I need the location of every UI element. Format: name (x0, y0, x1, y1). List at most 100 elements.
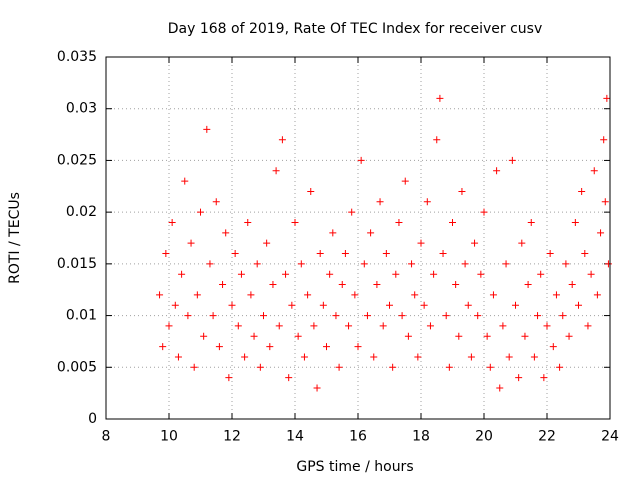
data-point (452, 281, 460, 289)
data-point (187, 239, 195, 247)
y-tick-label: 0.03 (66, 101, 97, 117)
data-point (436, 94, 444, 102)
plot-frame (105, 56, 611, 420)
data-point (307, 187, 315, 195)
data-point (215, 343, 223, 351)
x-tick-label: 16 (349, 429, 367, 445)
data-point (373, 281, 381, 289)
data-point (420, 301, 428, 309)
data-point (439, 250, 447, 258)
data-point (357, 156, 365, 164)
data-point (601, 198, 609, 206)
data-point (278, 136, 286, 144)
data-point (285, 374, 293, 382)
data-point (493, 167, 501, 175)
data-point (534, 312, 542, 320)
data-point (593, 291, 601, 299)
data-point (234, 322, 242, 330)
data-point (552, 291, 560, 299)
data-point (549, 343, 557, 351)
data-point (247, 291, 255, 299)
data-point (212, 198, 220, 206)
grid-lines (106, 57, 610, 419)
data-point (275, 322, 283, 330)
data-point (294, 332, 302, 340)
data-point (571, 218, 579, 226)
data-point (537, 270, 545, 278)
data-point (389, 363, 397, 371)
data-point (272, 167, 280, 175)
data-point (231, 250, 239, 258)
data-point (578, 187, 586, 195)
x-axis-label: GPS time / hours (296, 459, 413, 475)
data-point (386, 301, 393, 309)
x-tick-label: 12 (223, 429, 241, 445)
data-point (159, 343, 167, 351)
data-point (288, 301, 296, 309)
data-point (300, 353, 308, 361)
data-point (474, 312, 482, 320)
data-point (266, 343, 274, 351)
data-point (291, 218, 299, 226)
data-point (499, 322, 507, 330)
data-point (206, 260, 214, 268)
data-point (171, 301, 179, 309)
data-point (282, 270, 290, 278)
data-point (260, 312, 267, 320)
data-point (190, 363, 198, 371)
data-point (345, 322, 353, 330)
data-point (222, 229, 230, 237)
y-axis-label: ROTI / TECUs (7, 192, 23, 284)
data-point (165, 322, 173, 330)
data-point (181, 177, 189, 185)
x-tick-label: 22 (538, 429, 556, 445)
data-point (250, 332, 258, 340)
data-point (480, 208, 488, 216)
data-point (442, 312, 450, 320)
data-point (587, 270, 595, 278)
data-point (426, 322, 434, 330)
data-point (505, 353, 513, 361)
data-point (244, 218, 252, 226)
data-point (483, 332, 491, 340)
data-points (156, 94, 612, 392)
data-point (168, 218, 176, 226)
data-point (323, 343, 330, 351)
data-point (423, 198, 431, 206)
x-tick-label: 24 (601, 429, 619, 445)
data-point (363, 312, 371, 320)
data-point (178, 270, 186, 278)
data-point (518, 239, 526, 247)
data-point (449, 218, 456, 226)
data-point (417, 239, 425, 247)
data-point (156, 291, 164, 299)
data-point (335, 363, 343, 371)
data-point (461, 260, 469, 268)
data-point (193, 291, 201, 299)
y-tick-label: 0.02 (66, 204, 97, 220)
data-point (316, 250, 324, 258)
data-point (376, 198, 384, 206)
data-point (319, 301, 327, 309)
data-point (237, 270, 245, 278)
data-point (200, 332, 208, 340)
data-point (471, 239, 479, 247)
data-point (559, 312, 567, 320)
data-point (527, 218, 535, 226)
y-tick-label: 0.005 (57, 359, 97, 375)
data-point (414, 353, 422, 361)
data-point (562, 260, 570, 268)
data-point (341, 250, 349, 258)
data-point (253, 260, 261, 268)
data-point (455, 332, 463, 340)
data-point (197, 208, 204, 216)
data-point (326, 270, 334, 278)
data-point (269, 281, 277, 289)
data-point (404, 332, 412, 340)
data-point (565, 332, 573, 340)
data-point (584, 322, 592, 330)
data-point (600, 136, 608, 144)
data-point (515, 374, 523, 382)
data-point (360, 260, 368, 268)
data-point (411, 291, 419, 299)
